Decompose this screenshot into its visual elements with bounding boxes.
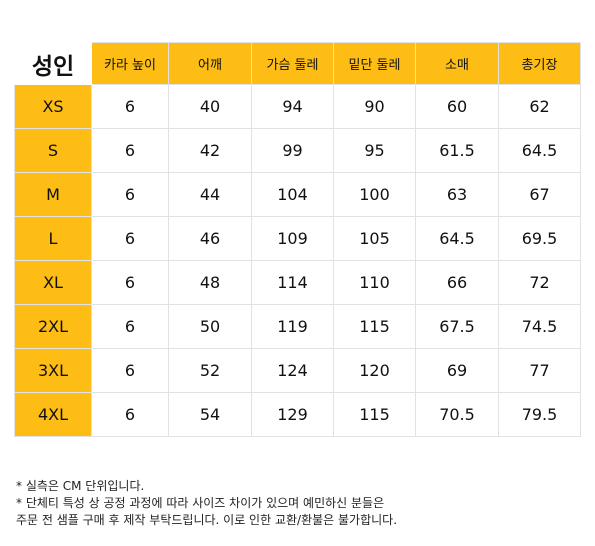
measurement-cell: 99 xyxy=(251,128,334,173)
measurement-cell: 6 xyxy=(91,392,169,437)
measurement-cell: 52 xyxy=(168,348,252,393)
measurement-cell: 60 xyxy=(415,84,499,129)
measurement-cell: 110 xyxy=(333,260,416,305)
measurement-cell: 115 xyxy=(333,392,416,437)
measurement-cell: 74.5 xyxy=(498,304,581,349)
size-label: XL xyxy=(14,260,92,305)
measurement-cell: 120 xyxy=(333,348,416,393)
notes: * 실측은 CM 단위입니다. * 단체티 특성 상 공정 과정에 따라 사이즈… xyxy=(16,478,397,529)
measurement-cell: 62 xyxy=(498,84,581,129)
measurement-cell: 124 xyxy=(251,348,334,393)
table-row: 4XL 6 54 129 115 70.5 79.5 xyxy=(14,392,581,437)
size-label: XS xyxy=(14,84,92,129)
measurement-cell: 95 xyxy=(333,128,416,173)
measurement-cell: 119 xyxy=(251,304,334,349)
size-label: S xyxy=(14,128,92,173)
measurement-cell: 42 xyxy=(168,128,252,173)
col-header-shoulder: 어깨 xyxy=(168,42,252,85)
measurement-cell: 67 xyxy=(498,172,581,217)
measurement-cell: 129 xyxy=(251,392,334,437)
measurement-cell: 6 xyxy=(91,260,169,305)
col-header-total-length: 총기장 xyxy=(498,42,581,85)
table-body: XS 6 40 94 90 60 62 S 6 42 99 95 61.5 64.5 M 6 44 104 100 6… xyxy=(14,84,581,437)
measurement-cell: 6 xyxy=(91,304,169,349)
table-row: XS 6 40 94 90 60 62 xyxy=(14,84,581,129)
measurement-cell: 64.5 xyxy=(498,128,581,173)
size-label: 4XL xyxy=(14,392,92,437)
measurement-cell: 67.5 xyxy=(415,304,499,349)
measurement-cell: 114 xyxy=(251,260,334,305)
measurement-cell: 54 xyxy=(168,392,252,437)
measurement-cell: 6 xyxy=(91,128,169,173)
measurement-cell: 6 xyxy=(91,84,169,129)
measurement-cell: 79.5 xyxy=(498,392,581,437)
note-line: * 실측은 CM 단위입니다. xyxy=(16,479,145,493)
table-row: L 6 46 109 105 64.5 69.5 xyxy=(14,216,581,261)
size-label: 2XL xyxy=(14,304,92,349)
measurement-cell: 63 xyxy=(415,172,499,217)
measurement-cell: 70.5 xyxy=(415,392,499,437)
measurement-cell: 66 xyxy=(415,260,499,305)
size-label: M xyxy=(14,172,92,217)
measurement-cell: 69 xyxy=(415,348,499,393)
table-row: 3XL 6 52 124 120 69 77 xyxy=(14,348,581,393)
measurement-cell: 105 xyxy=(333,216,416,261)
size-label: 3XL xyxy=(14,348,92,393)
measurement-cell: 64.5 xyxy=(415,216,499,261)
table-title: 성인 xyxy=(14,42,92,85)
col-header-hem: 밑단 둘레 xyxy=(333,42,416,85)
measurement-cell: 100 xyxy=(333,172,416,217)
measurement-cell: 46 xyxy=(168,216,252,261)
col-header-collar-height: 카라 높이 xyxy=(91,42,169,85)
note-line: * 단체티 특성 상 공정 과정에 따라 사이즈 차이가 있으며 예민하신 분들… xyxy=(16,496,385,510)
measurement-cell: 61.5 xyxy=(415,128,499,173)
measurement-cell: 6 xyxy=(91,172,169,217)
measurement-cell: 77 xyxy=(498,348,581,393)
measurement-cell: 44 xyxy=(168,172,252,217)
measurement-cell: 40 xyxy=(168,84,252,129)
measurement-cell: 115 xyxy=(333,304,416,349)
measurement-cell: 72 xyxy=(498,260,581,305)
table-row: S 6 42 99 95 61.5 64.5 xyxy=(14,128,581,173)
measurement-cell: 6 xyxy=(91,216,169,261)
measurement-cell: 48 xyxy=(168,260,252,305)
header-row: 성인 카라 높이 어깨 가슴 둘레 밑단 둘레 소매 총기장 xyxy=(14,42,581,85)
table-row: 2XL 6 50 119 115 67.5 74.5 xyxy=(14,304,581,349)
measurement-cell: 90 xyxy=(333,84,416,129)
col-header-sleeve: 소매 xyxy=(415,42,499,85)
size-label: L xyxy=(14,216,92,261)
measurement-cell: 104 xyxy=(251,172,334,217)
note-line: 주문 전 샘플 구매 후 제작 부탁드립니다. 이로 인한 교환/환불은 불가합… xyxy=(16,513,398,527)
measurement-cell: 94 xyxy=(251,84,334,129)
table-row: M 6 44 104 100 63 67 xyxy=(14,172,581,217)
measurement-cell: 109 xyxy=(251,216,334,261)
table-row: XL 6 48 114 110 66 72 xyxy=(14,260,581,305)
measurement-cell: 69.5 xyxy=(498,216,581,261)
measurement-cell: 6 xyxy=(91,348,169,393)
measurement-cell: 50 xyxy=(168,304,252,349)
size-chart-table: 성인 카라 높이 어깨 가슴 둘레 밑단 둘레 소매 총기장 XS 6 40 94 90… xyxy=(14,42,581,437)
col-header-chest: 가슴 둘레 xyxy=(251,42,334,85)
